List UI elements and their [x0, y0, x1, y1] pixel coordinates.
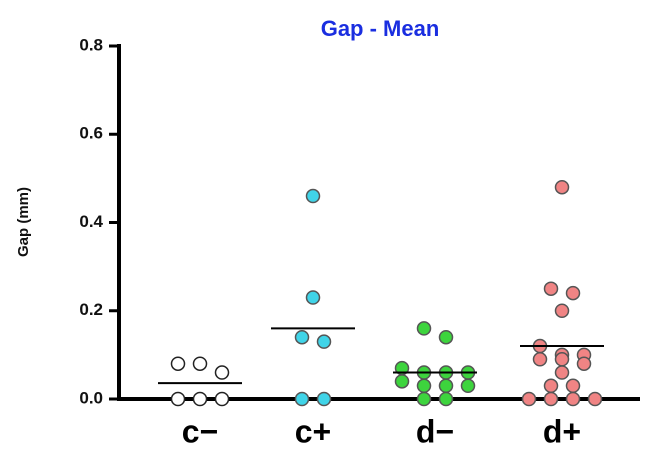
data-point	[565, 391, 581, 407]
data-point	[294, 391, 310, 407]
data-point	[192, 356, 208, 371]
data-point	[316, 334, 332, 349]
data-point	[565, 285, 581, 301]
data-point	[565, 378, 581, 394]
data-point	[554, 179, 570, 195]
y-tick-label: 0.8	[79, 35, 103, 54]
chart-title: Gap - Mean	[321, 16, 440, 41]
data-point	[543, 391, 559, 407]
data-point	[316, 391, 332, 407]
y-tick-label: 0.0	[79, 388, 103, 407]
data-point	[460, 378, 476, 394]
data-point	[170, 356, 186, 371]
data-point	[576, 356, 592, 371]
data-point	[305, 290, 321, 305]
data-point	[438, 378, 454, 394]
data-point	[543, 281, 559, 296]
data-point	[394, 374, 410, 389]
data-point	[438, 391, 454, 407]
data-point	[554, 365, 570, 380]
data-point	[521, 391, 537, 407]
data-point	[587, 391, 603, 407]
data-point	[416, 378, 432, 394]
y-tick-label: 0.6	[79, 124, 103, 143]
data-point	[294, 329, 310, 345]
y-tick-label: 0.2	[79, 300, 103, 319]
data-point	[438, 329, 454, 345]
x-tick-label: c+	[295, 413, 331, 449]
x-tick-label: d−	[416, 413, 454, 449]
data-point	[416, 391, 432, 407]
y-axis-label: Gap (mm)	[15, 187, 32, 257]
x-tick-label: d+	[543, 413, 581, 449]
data-point	[532, 352, 548, 367]
data-point	[214, 365, 230, 380]
y-tick-label: 0.4	[79, 212, 103, 231]
x-tick-label: c−	[182, 413, 218, 449]
data-point	[543, 378, 559, 394]
data-point	[214, 391, 230, 407]
data-point	[170, 391, 186, 407]
data-point	[554, 352, 570, 367]
data-point	[416, 321, 432, 336]
data-point	[192, 391, 208, 407]
data-point	[554, 303, 570, 318]
data-point	[305, 188, 321, 204]
